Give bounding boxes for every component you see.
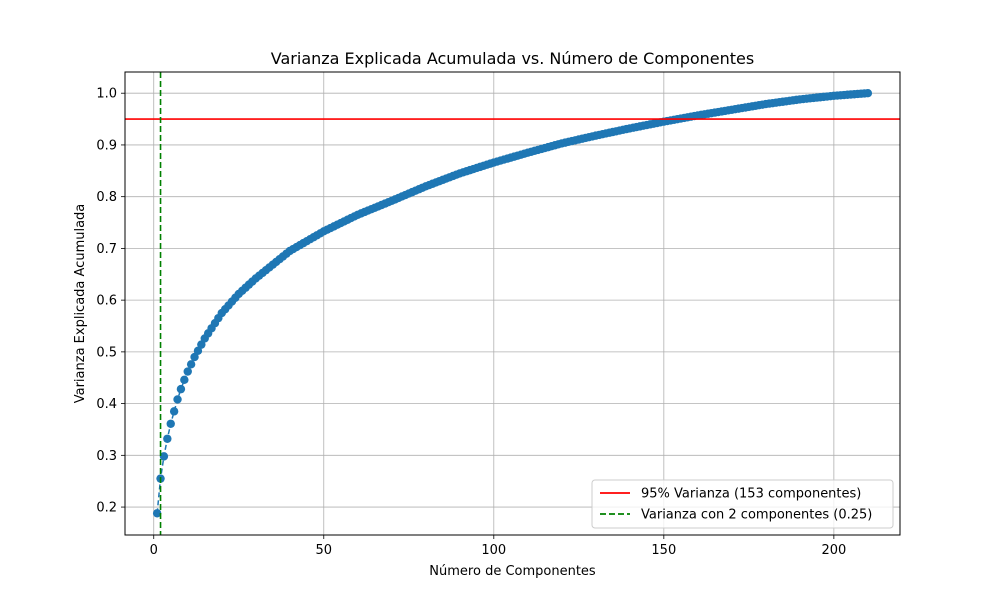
- y-axis-label: Varianza Explicada Acumulada: [73, 204, 88, 404]
- data-point: [163, 434, 172, 443]
- data-point: [166, 419, 175, 428]
- x-axis-ticks: 0 50 100 150 200: [150, 535, 846, 558]
- data-point: [176, 384, 186, 394]
- x-tick-label: 100: [481, 543, 506, 558]
- grid-lines: [125, 72, 900, 535]
- data-point: [173, 395, 182, 404]
- reference-lines: [125, 72, 900, 535]
- y-tick-label: 0.5: [96, 345, 117, 360]
- data-point: [159, 452, 169, 461]
- y-tick-label: 0.8: [96, 190, 117, 205]
- y-tick-label: 0.9: [96, 138, 117, 153]
- data-point: [169, 407, 179, 416]
- data-point: [152, 509, 162, 518]
- y-tick-label: 0.7: [96, 242, 117, 257]
- data-point: [863, 89, 873, 98]
- y-tick-label: 1.0: [96, 87, 117, 102]
- y-tick-label: 0.4: [96, 397, 117, 412]
- data-series: [152, 89, 873, 518]
- legend: 95% Varianza (153 componentes) Varianza …: [591, 479, 894, 529]
- x-tick-label: 200: [821, 543, 846, 558]
- data-point: [186, 360, 196, 369]
- chart-title: Varianza Explicada Acumulada vs. Número …: [271, 49, 754, 68]
- y-axis-ticks: 0.2 0.3 0.4 0.5 0.6 0.7 0.8 0.9 1.0: [96, 87, 125, 516]
- legend-box: [591, 479, 894, 529]
- data-point: [180, 375, 189, 385]
- legend-label-varianza-2-componentes: Varianza con 2 componentes (0.25): [641, 508, 872, 523]
- data-point: [197, 340, 206, 349]
- x-tick-label: 0: [150, 543, 158, 558]
- x-axis-label: Número de Componentes: [429, 564, 596, 579]
- x-tick-label: 150: [651, 543, 676, 558]
- y-tick-label: 0.6: [96, 294, 117, 309]
- data-point: [190, 352, 199, 362]
- y-tick-label: 0.3: [96, 449, 117, 464]
- plot-frame: [124, 71, 901, 536]
- data-point: [183, 367, 192, 376]
- legend-label-95-varianza: 95% Varianza (153 componentes): [641, 487, 861, 502]
- data-point: [193, 346, 203, 356]
- y-tick-label: 0.2: [96, 501, 117, 516]
- x-tick-label: 50: [315, 543, 332, 558]
